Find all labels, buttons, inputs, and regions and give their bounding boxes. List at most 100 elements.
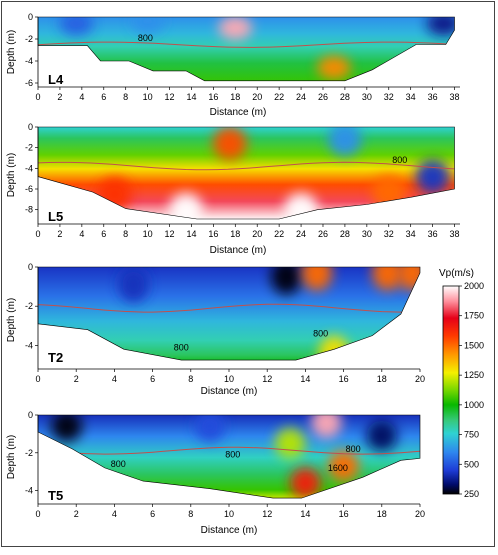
t5-anomaly-1 bbox=[290, 467, 321, 499]
l5-x-tick-label-9: 18 bbox=[230, 229, 240, 239]
l4-y-tick-label-2: -4 bbox=[25, 56, 33, 66]
l5-x-tick-label-11: 22 bbox=[274, 229, 284, 239]
t5-contour-label-0: 800 bbox=[111, 459, 126, 469]
t5-y-tick-label-0: 0 bbox=[28, 410, 33, 420]
l4-x-tick-label-4: 8 bbox=[123, 92, 128, 102]
l4-anomaly-0 bbox=[218, 17, 253, 40]
t5-x-tick-label-6: 12 bbox=[262, 509, 272, 519]
t5-x-tick-label-5: 10 bbox=[224, 509, 234, 519]
t2-x-tick-label-9: 18 bbox=[377, 374, 387, 384]
t5-contour-label-2: 800 bbox=[346, 444, 361, 454]
t2-x-tick-label-7: 14 bbox=[300, 374, 310, 384]
l4-x-tick-label-15: 30 bbox=[362, 92, 372, 102]
l5-y-tick-label-1: -2 bbox=[25, 143, 33, 153]
l4-y-axis-label: Depth (m) bbox=[6, 30, 17, 74]
l5-anomaly-3 bbox=[97, 177, 132, 211]
t2-y-axis-label: Depth (m) bbox=[6, 298, 17, 342]
t5-x-tick-label-8: 16 bbox=[339, 509, 349, 519]
l5-x-tick-label-4: 8 bbox=[123, 229, 128, 239]
l5-x-tick-label-17: 34 bbox=[406, 229, 416, 239]
l5-anomaly-6 bbox=[328, 127, 362, 157]
l5-x-tick-label-14: 28 bbox=[340, 229, 350, 239]
t2-x-tick-label-2: 4 bbox=[112, 374, 117, 384]
l5-anomaly-5 bbox=[415, 159, 450, 194]
t2-x-tick-label-5: 10 bbox=[224, 374, 234, 384]
colorbar-tick-label-1: 1750 bbox=[464, 311, 484, 321]
t5-x-tick-label-9: 18 bbox=[377, 509, 387, 519]
l4-anomaly-2 bbox=[59, 17, 94, 36]
t2-y-tick-label-0: 0 bbox=[28, 262, 33, 272]
l5-x-tick-label-1: 2 bbox=[57, 229, 62, 239]
colorbar-tick-label-6: 500 bbox=[464, 459, 479, 469]
l5-x-axis-label: Distance (m) bbox=[210, 245, 267, 256]
t5-x-tick-label-4: 8 bbox=[188, 509, 193, 519]
t5-anomaly-4 bbox=[51, 415, 82, 442]
colorbar-title: Vp(m/s) bbox=[439, 268, 474, 279]
colorbar-tick-label-2: 1500 bbox=[464, 340, 484, 350]
l4-x-tick-label-1: 2 bbox=[57, 92, 62, 102]
l4-x-tick-label-19: 38 bbox=[450, 92, 460, 102]
l5-velocity-field bbox=[38, 127, 455, 219]
l5-x-tick-label-8: 16 bbox=[208, 229, 218, 239]
l4-x-tick-label-9: 18 bbox=[230, 92, 240, 102]
l5-anomaly-0 bbox=[169, 192, 203, 219]
l5-x-tick-label-19: 38 bbox=[450, 229, 460, 239]
t2-contour-label-1: 800 bbox=[313, 329, 328, 339]
l4-x-tick-label-18: 36 bbox=[428, 92, 438, 102]
l4-section-outline bbox=[37, 16, 455, 82]
t2-anomaly-4 bbox=[318, 335, 350, 361]
t5-y-tick-label-1: -2 bbox=[25, 448, 33, 458]
colorbar-gradient bbox=[442, 285, 460, 495]
l5-contour-label-0: 800 bbox=[392, 155, 407, 165]
l4-x-tick-label-17: 34 bbox=[406, 92, 416, 102]
t5-section-outline bbox=[37, 414, 421, 499]
l4-x-tick-label-5: 10 bbox=[143, 92, 153, 102]
t5-panel-label: T5 bbox=[48, 488, 63, 503]
t5-x-tick-label-2: 4 bbox=[112, 509, 117, 519]
l5-anomaly-1 bbox=[284, 192, 318, 219]
t2-anomaly-3 bbox=[397, 267, 420, 291]
t2-contour-label-0: 800 bbox=[174, 342, 189, 352]
t2-y-tick-label-2: -4 bbox=[25, 340, 33, 350]
t2-anomaly-1 bbox=[301, 267, 333, 291]
l4-velocity-field bbox=[38, 17, 455, 81]
t2-velocity-field bbox=[38, 267, 420, 361]
t2-panel-label: T2 bbox=[48, 350, 63, 365]
l4-contour-800 bbox=[38, 41, 455, 48]
l5-x-tick-label-10: 20 bbox=[252, 229, 262, 239]
t2-anomaly-5 bbox=[118, 267, 149, 303]
t2-y-tick-label-1: -2 bbox=[25, 301, 33, 311]
t2-x-tick-label-3: 6 bbox=[150, 374, 155, 384]
panel-t2: 800 800 0 2 4 6 8 10 12 14 16 18 20 0 -2 -4 T2 Distance… bbox=[6, 262, 425, 397]
l5-anomaly-4 bbox=[371, 175, 406, 209]
l4-x-tick-label-12: 24 bbox=[296, 92, 306, 102]
l4-anomaly-4 bbox=[426, 17, 455, 36]
l4-x-tick-label-10: 20 bbox=[252, 92, 262, 102]
l4-x-tick-label-6: 12 bbox=[165, 92, 175, 102]
t5-y-axis-label: Depth (m) bbox=[6, 435, 17, 479]
t2-x-tick-label-8: 16 bbox=[339, 374, 349, 384]
t2-contour-800 bbox=[38, 303, 420, 313]
t2-anomaly-0 bbox=[271, 267, 302, 295]
t2-x-tick-label-1: 2 bbox=[74, 374, 79, 384]
panel-t5: 800 800 800 1600 0 2 4 6 8 10 12 14 16 18 20 0 -2 -4 T5 D… bbox=[6, 410, 425, 536]
colorbar-tick-label-3: 1250 bbox=[464, 370, 484, 380]
l5-x-tick-label-2: 4 bbox=[79, 229, 84, 239]
colorbar-tick-label-5: 750 bbox=[464, 430, 479, 440]
l5-background-field bbox=[38, 127, 455, 219]
l5-panel-label: L5 bbox=[48, 209, 63, 224]
l5-y-tick-label-0: 0 bbox=[28, 122, 33, 132]
t2-section-outline bbox=[37, 266, 421, 361]
t2-x-tick-label-10: 20 bbox=[415, 374, 425, 384]
t5-x-axis-label: Distance (m) bbox=[201, 525, 258, 536]
l5-x-tick-label-15: 30 bbox=[362, 229, 372, 239]
l5-x-tick-label-0: 0 bbox=[35, 229, 40, 239]
l5-x-tick-label-16: 32 bbox=[384, 229, 394, 239]
l5-anomaly-2 bbox=[212, 127, 247, 161]
t5-anomaly-0 bbox=[311, 415, 342, 438]
t5-anomaly-5 bbox=[366, 420, 398, 452]
